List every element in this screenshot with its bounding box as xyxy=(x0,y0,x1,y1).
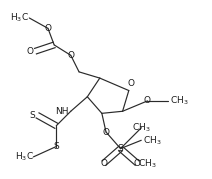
Text: O: O xyxy=(102,127,110,137)
Text: S: S xyxy=(30,111,36,120)
Text: O: O xyxy=(100,159,107,168)
Text: CH$_3$: CH$_3$ xyxy=(170,95,189,107)
Text: CH$_3$: CH$_3$ xyxy=(143,134,162,147)
Text: H$_3$C: H$_3$C xyxy=(14,151,33,163)
Text: S: S xyxy=(118,144,123,153)
Text: H$_3$C: H$_3$C xyxy=(10,12,29,24)
Text: CH$_3$: CH$_3$ xyxy=(132,122,151,134)
Text: O: O xyxy=(127,79,134,88)
Text: O: O xyxy=(67,51,74,60)
Text: O: O xyxy=(26,47,33,56)
Text: O: O xyxy=(134,159,141,168)
Text: O: O xyxy=(45,24,52,33)
Text: CH$_3$: CH$_3$ xyxy=(138,158,157,170)
Text: O: O xyxy=(144,96,151,105)
Text: S: S xyxy=(53,142,59,151)
Text: NH: NH xyxy=(55,107,69,116)
